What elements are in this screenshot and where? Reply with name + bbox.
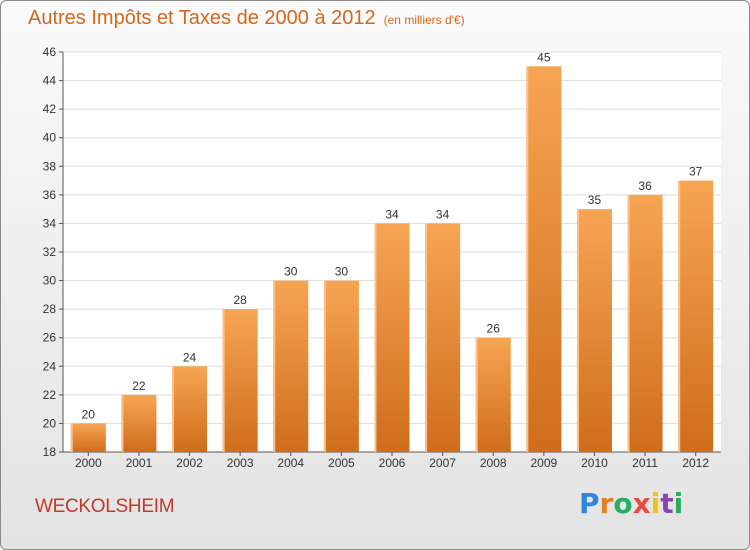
y-tick-label: 42 — [43, 102, 57, 116]
x-tick-label: 2001 — [126, 456, 153, 470]
title-text: Autres Impôts et Taxes de 2000 à 2012 — [28, 7, 376, 29]
y-tick-label: 30 — [43, 274, 57, 288]
y-tick-label: 28 — [43, 302, 57, 316]
y-tick-label: 24 — [43, 359, 57, 373]
x-tick-label: 2003 — [227, 456, 254, 470]
bar-highlight — [526, 66, 529, 453]
bar — [172, 366, 208, 452]
bar — [121, 394, 157, 452]
y-tick-label: 26 — [43, 331, 57, 345]
value-label: 20 — [82, 407, 96, 421]
value-label: 22 — [132, 379, 146, 393]
x-tick-label: 2010 — [581, 456, 608, 470]
value-label: 34 — [436, 207, 450, 221]
bar — [70, 423, 106, 452]
value-label: 28 — [233, 293, 247, 307]
value-label: 45 — [537, 50, 551, 64]
logo-letter: P — [579, 487, 600, 520]
value-label: 36 — [638, 179, 652, 193]
bar — [678, 180, 714, 453]
chart-title: Autres Impôts et Taxes de 2000 à 2012 (en… — [28, 7, 465, 30]
x-tick-label: 2005 — [328, 456, 355, 470]
y-tick-label: 38 — [43, 159, 57, 173]
x-tick-label: 2000 — [75, 456, 102, 470]
y-tick-label: 46 — [43, 45, 57, 59]
bar — [222, 309, 258, 452]
bar — [576, 209, 612, 452]
value-label: 24 — [183, 350, 197, 364]
logo-letter: i — [673, 487, 684, 520]
value-label: 30 — [335, 265, 349, 279]
bar — [374, 223, 410, 452]
proxiti-logo: Proxiti — [579, 487, 683, 520]
value-labels: 20 22 24 28 30 30 34 34 26 45 35 36 37 — [82, 50, 703, 421]
bar-highlight — [70, 423, 73, 452]
y-tick-label: 40 — [43, 131, 57, 145]
logo-letter: r — [599, 487, 614, 520]
x-tick-label: 2007 — [429, 456, 456, 470]
bar — [273, 280, 309, 452]
x-tick-label: 2011 — [632, 456, 658, 470]
logo-letter: x — [632, 487, 651, 520]
bar-highlight — [172, 366, 175, 452]
city-name: WECKOLSHEIM — [35, 496, 175, 517]
bar-highlight — [323, 280, 326, 452]
x-tick-label: 2002 — [176, 456, 203, 470]
y-tick-label: 22 — [43, 388, 57, 402]
bar — [425, 223, 461, 452]
y-tick-labels: 18 20 22 24 26 28 30 32 34 36 38 40 42 44 46 — [43, 45, 57, 459]
bar — [526, 66, 562, 453]
value-label: 30 — [284, 265, 298, 279]
y-tick-label: 44 — [43, 74, 57, 88]
y-tick-label: 34 — [43, 216, 57, 230]
x-tick-label: 2012 — [682, 456, 709, 470]
bar-highlight — [121, 394, 124, 452]
bar-highlight — [627, 194, 630, 452]
value-label: 35 — [588, 193, 602, 207]
value-label: 26 — [487, 322, 501, 336]
logo-letter: t — [660, 487, 674, 520]
x-tick-label: 2008 — [480, 456, 507, 470]
y-tick-label: 20 — [43, 416, 57, 430]
bar-highlight — [678, 180, 681, 453]
bar-highlight — [576, 209, 579, 452]
x-tick-label: 2009 — [530, 456, 557, 470]
value-label: 34 — [385, 207, 399, 221]
y-tick-label: 36 — [43, 188, 57, 202]
bar — [475, 337, 511, 452]
bar-highlight — [475, 337, 478, 452]
x-tick-label: 2006 — [379, 456, 406, 470]
value-label: 37 — [689, 165, 703, 179]
bar — [323, 280, 359, 452]
y-tick-label: 32 — [43, 245, 57, 259]
x-tick-labels: 2000 2001 2002 2003 2004 2005 2006 2007 2008 2009… — [75, 456, 709, 470]
bar-highlight — [374, 223, 377, 452]
bar-highlight — [425, 223, 428, 452]
logo-letter: i — [650, 487, 661, 520]
bar-highlight — [222, 309, 225, 452]
bar-highlight — [273, 280, 276, 452]
bars — [70, 66, 714, 453]
x-tick-label: 2004 — [277, 456, 304, 470]
title-unit: (en milliers d'€) — [383, 13, 465, 27]
y-tick-label: 18 — [43, 445, 57, 459]
bar — [627, 194, 663, 452]
logo-letter: o — [613, 487, 633, 520]
